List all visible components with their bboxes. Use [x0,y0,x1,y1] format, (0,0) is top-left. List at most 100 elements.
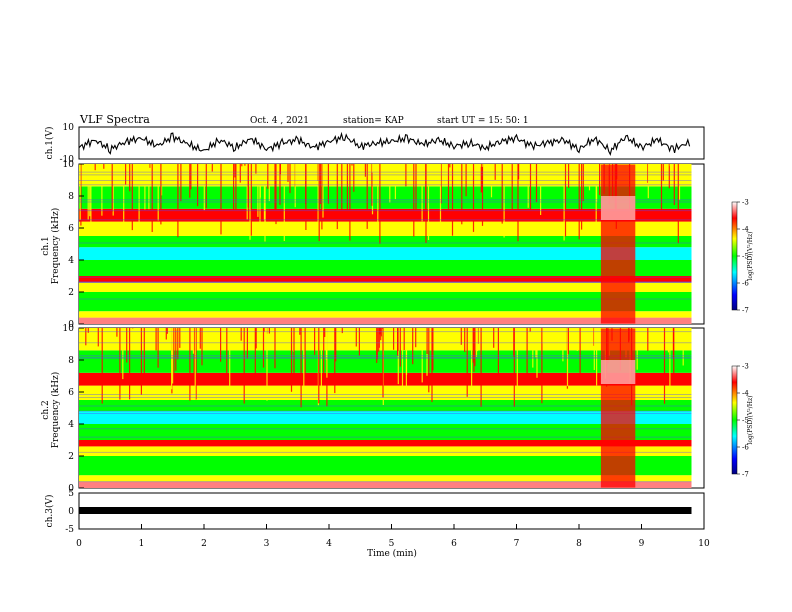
spectrogram-streak [428,328,430,393]
spectrogram-streak [226,328,228,380]
spectrogram-streak [195,328,197,400]
spectrogram-streak [535,164,538,203]
spectrogram-band-11 [79,328,692,351]
ch1-colorbar-gradient [731,201,738,311]
figure-title: VLF Spectra [79,113,150,126]
ch1-waveform-frame [78,126,705,160]
spectrogram-streak [578,328,580,337]
freq-ytick-label: 6 [68,224,74,234]
spectrogram-streak [636,164,639,179]
spectrogram-streak [394,164,396,200]
spectrogram-streak [516,328,518,390]
spectrogram-streak [481,164,484,226]
spectrogram-streak [412,328,414,365]
spectrogram-band-0 [79,481,692,488]
spectrogram-streak [432,328,434,371]
spectrogram-streak [327,164,329,204]
spectrogram-band-9 [79,208,692,222]
spectrogram-streak [541,328,543,404]
spectrogram-streak [497,328,499,376]
spectrogram-streak [527,164,529,208]
spectrogram-streak [235,164,237,214]
spectrogram-streak [437,164,439,182]
spectrogram-streak [363,164,365,166]
spectrogram-streak [366,164,368,229]
spectrogram-line [79,184,692,186]
spectrogram-band-1 [79,475,692,482]
spectrogram-streak [171,328,173,390]
spectrogram-streak [303,328,305,393]
spectrogram-streak [410,328,412,346]
spectrogram-streak [319,164,321,204]
spectrogram-streak [462,328,464,331]
spectrogram-streak [211,164,213,172]
spectrogram-streak [501,164,503,224]
spectrogram-streak [542,328,544,344]
colorbar-tick-label: -4 [742,390,749,398]
spectrogram-streak [636,328,638,370]
spectrogram-streak [142,328,144,332]
header-station: station= KAP [343,116,404,126]
spectrogram-band-10 [79,350,692,373]
spectrogram-streak [283,164,285,185]
spectrogram-streak [246,164,248,220]
spectrogram-streak [669,328,671,400]
spectrogram-streak [322,164,324,218]
spectrogram-streak [144,164,146,210]
spectrogram-streak [389,164,391,203]
spectrogram-streak [89,164,91,217]
spectrogram-streak [353,164,355,192]
spectrogram-streak [95,164,97,178]
spectrogram-streak [157,328,159,368]
spectrogram-streak [199,328,201,349]
spectrogram-streak [529,328,531,332]
colorbar-tick-label: -5 [742,253,749,261]
spectrogram-streak [283,164,285,241]
ch1-spec-ylabel-frequency: Frequency (kHz) [50,208,61,285]
spectrogram-streak [243,328,245,404]
x-tick-label: 4 [326,539,332,549]
spectrogram-line [79,281,692,283]
colorbar-tick-label: -7 [742,471,749,479]
spectrogram-streak [379,328,381,335]
colorbar-tick-label: -5 [742,417,749,425]
spectrogram-streak [155,328,157,351]
x-axis-label: Time (min) [367,548,417,559]
spectrogram-line [79,171,692,173]
x-tick-label: 5 [389,539,395,549]
spectrogram-streak [493,328,495,348]
spectrogram-streak [294,164,296,208]
spectrogram-streak [305,164,307,230]
freq-ytick-label: 6 [68,388,74,398]
spectrogram-line [79,481,692,483]
ch3-ytick-label: 5 [68,489,74,499]
spectrogram-streak [474,328,476,367]
spectrogram-streak [189,164,191,198]
spectrogram-band-4 [79,276,692,283]
spectrogram-streak [532,328,534,368]
spectrogram-streak [129,164,131,192]
spectrogram-streak [473,328,475,372]
ch1-ytick-10: 10 [63,123,75,133]
colorbar-tick-label: -6 [742,280,749,288]
ch2-colorbar-label: log(PSD)(V2/Hz) [746,396,754,445]
spectrogram-streak [593,328,595,370]
spectrogram-streak [449,164,451,168]
ch2-colorbar-gradient [731,365,738,475]
spectrogram-streak [177,328,179,360]
spectrogram-streak [119,328,121,400]
ch1-colorbar: -3 -4 -5 -6 -7 log(PSD)(V2/Hz) [731,199,754,315]
spectrogram-line [79,357,692,359]
spectrogram-streak [472,164,475,232]
spectrogram-streak [476,328,479,352]
spectrogram-streak [314,328,316,355]
freq-ytick-label: 10 [63,160,75,170]
spectrogram-line [79,282,692,283]
spectrogram-streak [426,328,428,354]
spectrogram-streak [582,164,584,201]
spectrogram-streak [257,164,259,217]
spectrogram-band-7 [79,236,692,248]
spectrogram-streak [393,328,395,350]
spectrogram-line [79,242,692,244]
spectrogram-streak [481,164,483,167]
